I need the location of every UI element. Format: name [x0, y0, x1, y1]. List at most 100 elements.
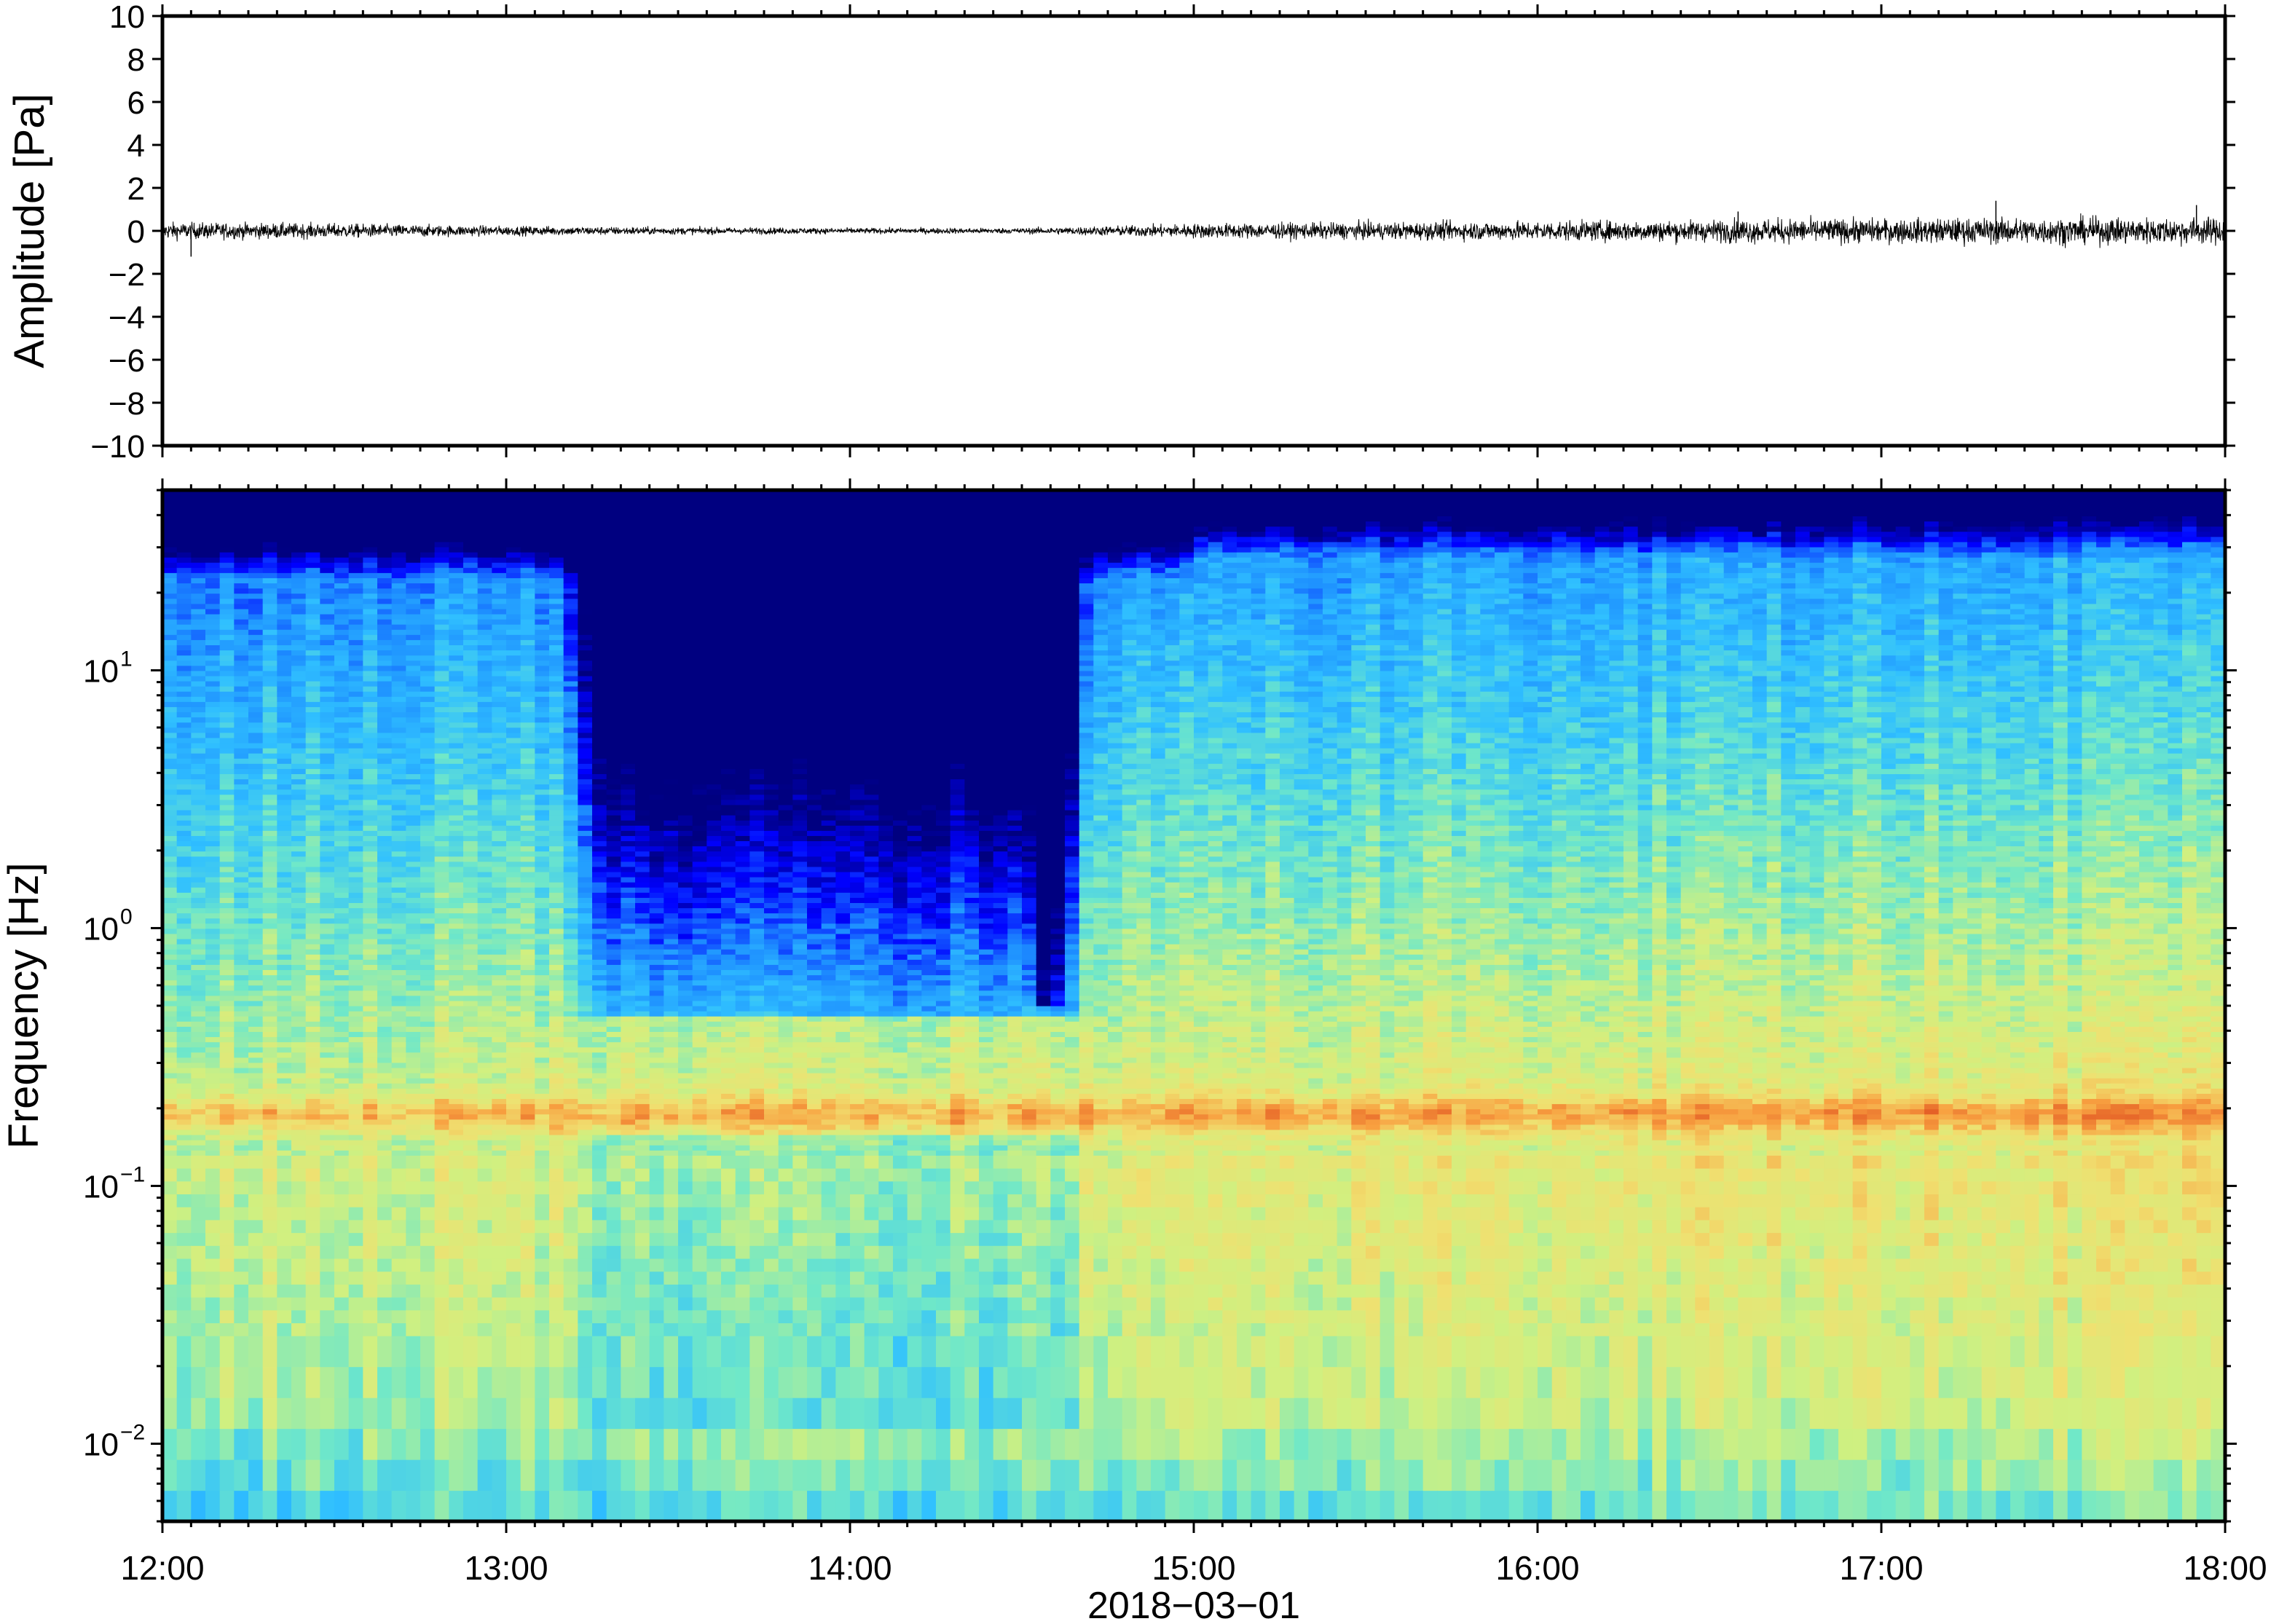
spectrogram-cell	[420, 727, 436, 733]
spectrogram-cell	[191, 583, 206, 589]
spectrogram-cell	[592, 1258, 607, 1272]
spectrogram-cell	[162, 845, 178, 852]
spectrogram-cell	[219, 1155, 235, 1169]
spectrogram-cell	[434, 639, 449, 645]
spectrogram-cell	[434, 629, 449, 635]
spectrogram-cell	[520, 567, 535, 573]
spectrogram-cell	[191, 758, 206, 764]
spectrogram-cell	[162, 526, 178, 532]
spectrogram-cell	[449, 1180, 464, 1195]
spectrogram-cell	[291, 1207, 307, 1221]
spectrogram-cell	[191, 902, 206, 909]
spectrogram-cell	[291, 1006, 307, 1012]
spectrogram-cell	[434, 696, 449, 702]
spectrogram-cell	[377, 511, 393, 516]
spectrogram-cell	[463, 840, 479, 847]
spectrogram-cell	[377, 1031, 393, 1038]
spectrogram-cell	[434, 1490, 449, 1521]
spectrogram-cell	[463, 1232, 479, 1246]
spectrogram-cell	[262, 1232, 278, 1246]
spectrogram-cell	[305, 758, 320, 764]
spectrogram-cell	[262, 541, 278, 548]
spectrogram-cell	[391, 820, 406, 826]
spectrogram-cell	[420, 1258, 436, 1272]
spectrogram-cell	[348, 588, 363, 594]
spectrogram-cell	[377, 557, 393, 563]
spectrogram-cell	[176, 1103, 192, 1110]
spectrogram-cell	[463, 1366, 479, 1398]
spectrogram-cell	[420, 779, 436, 785]
spectrogram-cell	[348, 1145, 363, 1151]
spectrogram-cell	[248, 1016, 264, 1022]
spectrogram-cell	[606, 712, 621, 718]
spectrogram-cell	[506, 722, 521, 728]
spectrogram-cell	[305, 851, 320, 857]
spectrogram-cell	[391, 758, 406, 764]
spectrogram-cell	[320, 660, 335, 666]
spectrogram-cell	[592, 1194, 607, 1207]
spectrogram-cell	[205, 675, 221, 682]
spectrogram-cell	[162, 742, 178, 749]
spectrogram-cell	[535, 944, 550, 950]
spectrogram-cell	[477, 536, 492, 543]
spectrogram-cell	[320, 1103, 335, 1110]
spectrogram-cell	[606, 737, 621, 744]
spectrogram-cell	[520, 1036, 535, 1043]
spectrogram-cell	[549, 1145, 564, 1151]
spectrogram-cell	[606, 521, 621, 527]
spectrogram-cell	[162, 660, 178, 666]
spectrogram-cell	[492, 974, 507, 981]
spectrogram-cell	[506, 1057, 521, 1063]
spectrogram-cell	[606, 680, 621, 687]
spectrogram-cell	[191, 933, 206, 939]
spectrogram-cell	[334, 1140, 350, 1146]
spectrogram-cell	[463, 1088, 479, 1094]
spectrogram-cell	[592, 1026, 607, 1032]
spectrogram-cell	[219, 562, 235, 568]
spectrogram-cell	[592, 851, 607, 857]
spectrogram-cell	[535, 773, 550, 780]
spectrogram-cell	[291, 779, 307, 785]
spectrogram-cell	[406, 526, 421, 532]
spectrogram-cell	[162, 974, 178, 981]
spectrogram-cell	[406, 742, 421, 749]
spectrogram-cell	[377, 516, 393, 522]
spectrogram-cell	[191, 1052, 206, 1058]
spectrogram-cell	[506, 680, 521, 687]
spectrogram-cell	[363, 1284, 378, 1298]
spectrogram-cell	[391, 856, 406, 862]
spectrogram-cell	[563, 923, 578, 929]
spectrogram-cell	[434, 995, 449, 1001]
spectrogram-cell	[176, 737, 192, 744]
spectrogram-cell	[406, 974, 421, 981]
spectrogram-cell	[606, 985, 621, 991]
spectrogram-cell	[305, 670, 320, 677]
spectrogram-cell	[377, 1207, 393, 1221]
spectrogram-cell	[176, 562, 192, 568]
spectrogram-cell	[176, 871, 192, 878]
spectrogram-cell	[492, 686, 507, 692]
spectrogram-cell	[449, 526, 464, 532]
spectrogram-cell	[492, 1297, 507, 1311]
spectrogram-cell	[305, 1258, 320, 1272]
spectrogram-cell	[262, 608, 278, 615]
spectrogram-cell	[549, 861, 564, 867]
spectrogram-cell	[391, 551, 406, 558]
spectrogram-cell	[162, 495, 178, 501]
spectrogram-cell	[334, 856, 350, 862]
spectrogram-cell	[477, 907, 492, 914]
spectrogram-cell	[563, 1021, 578, 1027]
spectrogram-cell	[563, 516, 578, 522]
spectrogram-cell	[520, 1083, 535, 1089]
spectrogram-cell	[262, 1168, 278, 1182]
spectrogram-cell	[363, 557, 378, 563]
spectrogram-cell	[377, 619, 393, 625]
spectrogram-cell	[291, 562, 307, 568]
spectrogram-cell	[420, 634, 436, 640]
spectrogram-cell	[606, 645, 621, 651]
spectrogram-cell	[463, 1124, 479, 1130]
spectrogram-cell	[406, 1041, 421, 1048]
spectrogram-cell	[535, 1194, 550, 1207]
spectrogram-cell	[334, 1103, 350, 1110]
spectrogram-cell	[520, 500, 535, 506]
